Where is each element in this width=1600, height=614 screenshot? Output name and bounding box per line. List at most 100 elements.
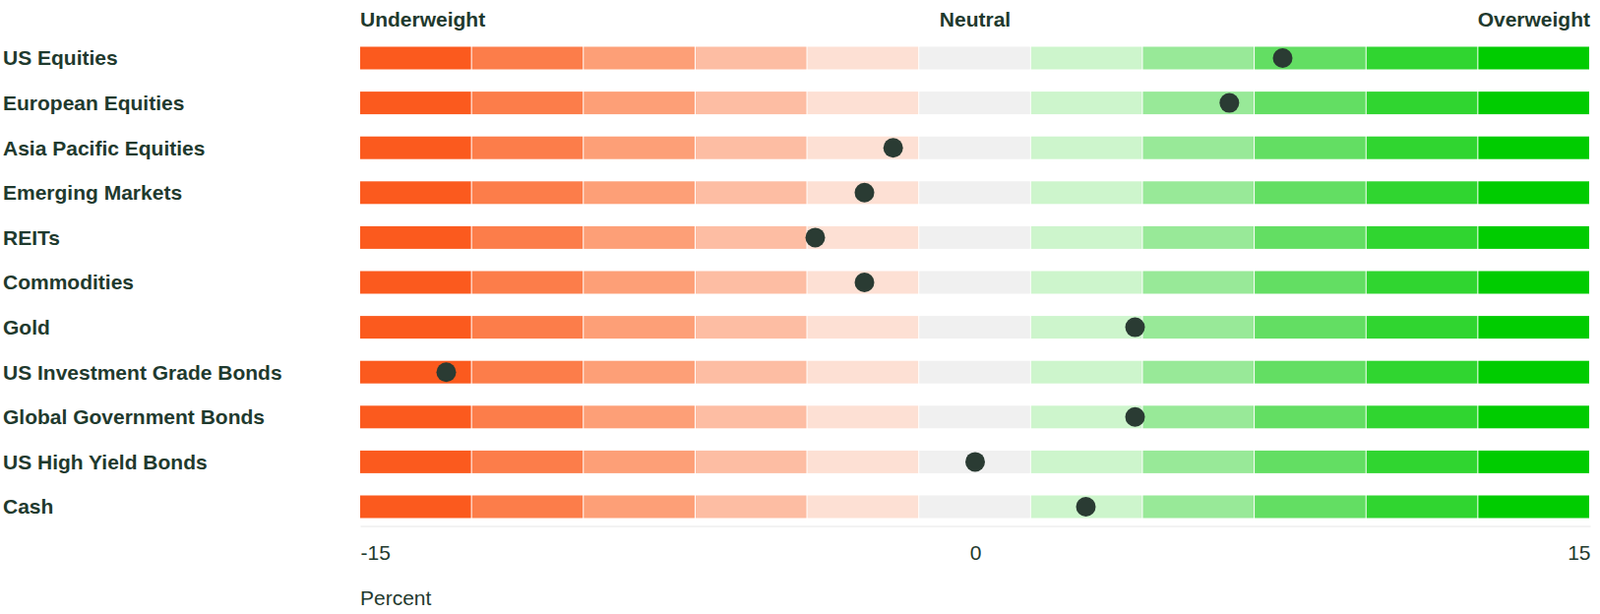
annotation: Neutral: [939, 7, 1011, 31]
band: [695, 495, 807, 519]
band: [360, 361, 472, 384]
dot: [1273, 48, 1293, 68]
band: [1366, 495, 1478, 519]
band: [472, 495, 584, 519]
band: [583, 47, 695, 70]
band: [1031, 450, 1143, 474]
band: [360, 136, 472, 160]
tick: -15: [361, 526, 391, 565]
band: [919, 450, 1031, 474]
band: [695, 361, 807, 384]
category-label: Asia Pacific Equities: [2, 136, 205, 160]
band: [807, 271, 920, 295]
band: [583, 361, 695, 384]
category-label: European Equities: [2, 91, 185, 115]
band: [1477, 450, 1590, 474]
band: [472, 450, 584, 474]
dot: [1125, 317, 1146, 338]
band: [360, 450, 472, 474]
band: [1366, 405, 1478, 429]
dot: [1076, 496, 1097, 517]
band: [919, 495, 1031, 519]
band: [1366, 181, 1478, 204]
band: [695, 226, 807, 249]
band: [807, 47, 920, 70]
band: [1254, 315, 1366, 339]
dot: [1219, 93, 1239, 114]
band: [1142, 226, 1254, 249]
band: [1477, 136, 1590, 160]
band: [1254, 226, 1366, 249]
band: [695, 181, 807, 204]
dot: [436, 362, 457, 382]
tick-label: 0: [970, 541, 983, 564]
band: [472, 361, 584, 384]
band: [472, 181, 584, 204]
band: [472, 91, 584, 115]
annotation: Underweight: [360, 7, 486, 31]
band: [360, 91, 472, 115]
dot: [855, 183, 875, 203]
band: [583, 91, 695, 115]
band: [1366, 226, 1478, 249]
band: [1477, 405, 1590, 429]
tick: 0: [970, 526, 983, 565]
band: [1031, 47, 1143, 70]
band: [1254, 495, 1366, 519]
band: [919, 47, 1031, 70]
band: [695, 315, 807, 339]
band: [1142, 450, 1254, 474]
band: [583, 495, 695, 519]
band: [472, 315, 584, 339]
band: [1031, 181, 1143, 204]
band: [919, 361, 1031, 384]
annotation: Overweight: [1477, 7, 1591, 31]
band: [583, 450, 695, 474]
band: [583, 181, 695, 204]
band: [360, 495, 472, 519]
band: [1142, 136, 1254, 160]
dot: [805, 227, 826, 247]
category-label: Global Government Bonds: [2, 405, 265, 429]
band: [1031, 91, 1143, 115]
band: [1366, 91, 1478, 115]
tick-label: 15: [1567, 541, 1591, 564]
band: [1142, 181, 1254, 204]
dot: [855, 272, 875, 293]
band: [919, 181, 1031, 204]
axis-line: [361, 526, 1592, 528]
band: [1477, 271, 1590, 295]
band: [1366, 361, 1478, 384]
band: [807, 315, 920, 339]
band: [1477, 91, 1590, 115]
band: [807, 450, 920, 474]
band: [583, 136, 695, 160]
band: [360, 315, 472, 339]
category-label: Commodities: [2, 270, 134, 294]
tick: 15: [1567, 526, 1591, 565]
band: [919, 136, 1031, 160]
band: [1366, 271, 1478, 295]
band: [360, 47, 472, 70]
band: [1254, 91, 1366, 115]
band: [472, 226, 584, 249]
band: [583, 405, 695, 429]
band: [1254, 181, 1366, 204]
band: [1366, 450, 1478, 474]
band: [919, 315, 1031, 339]
band: [695, 91, 807, 115]
band: [807, 136, 920, 160]
band: [1142, 271, 1254, 295]
band: [807, 91, 920, 115]
band: [1142, 315, 1254, 339]
band: [1142, 405, 1254, 429]
band: [807, 181, 920, 204]
band: [1477, 47, 1590, 70]
band: [1031, 495, 1143, 519]
category-label: REITs: [2, 226, 61, 249]
band: [1142, 91, 1254, 115]
band: [1142, 47, 1254, 70]
x-axis: -15 0 15: [361, 526, 1592, 565]
band: [1366, 136, 1478, 160]
band: [360, 271, 472, 295]
